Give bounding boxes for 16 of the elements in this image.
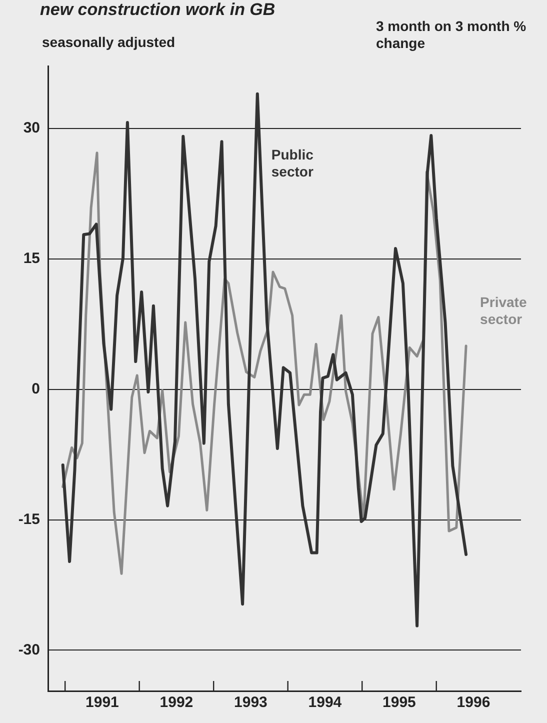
series-label: Private sector [480,294,527,327]
y-tick-label: -30 [18,641,40,658]
x-tick-label: 1995 [382,694,416,712]
x-tick-label: 1996 [456,694,490,712]
y-tick-label: -15 [18,510,40,528]
series-label: Public sector [271,146,314,180]
y-tick-label: 30 [23,120,40,137]
x-tick-label: 1991 [86,694,119,712]
y-tick-label: 0 [32,380,40,398]
chart-subtitle: seasonally adjusted [42,34,176,50]
chart-title: new construction work in GB [40,0,276,20]
x-tick-label: 1993 [234,694,268,712]
y-axis-title: 3 month on 3 month % change [376,18,528,52]
x-tick-label: 1992 [160,694,194,712]
x-tick-label: 1994 [308,694,342,712]
y-tick-label: 15 [23,250,40,268]
